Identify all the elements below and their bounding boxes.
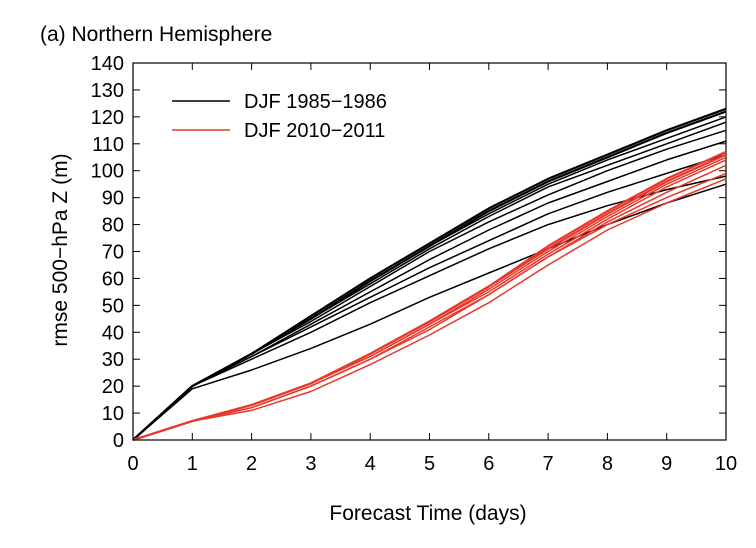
y-tick-label: 30 bbox=[102, 349, 124, 371]
x-tick-label: 3 bbox=[305, 453, 316, 475]
series-line-1985-1986-3 bbox=[132, 116, 727, 441]
series-line-2010-2011-1 bbox=[132, 150, 727, 442]
series-line-2010-2011-7 bbox=[132, 178, 727, 441]
y-tick-label: 20 bbox=[102, 376, 124, 398]
series-line-1985-1986-5 bbox=[132, 129, 727, 441]
y-tick-label: 10 bbox=[102, 403, 124, 425]
plot-area: 0 1 2 3 4 5 6 7 8 9 10 0 10 20 30 40 50 60 70 80 90 100 110 12… bbox=[91, 53, 738, 475]
y-tick-label: 40 bbox=[102, 322, 124, 344]
legend-label-2010-2011: DJF 2010−2011 bbox=[244, 120, 385, 142]
x-tick-label: 8 bbox=[602, 453, 613, 475]
y-tick-label: 90 bbox=[102, 188, 124, 210]
series-line-2010-2011-4 bbox=[132, 159, 727, 441]
x-tick-label: 9 bbox=[661, 453, 672, 475]
series-line-1985-1986-1 bbox=[132, 107, 727, 441]
y-tick-label: 130 bbox=[91, 80, 124, 102]
y-tick-label: 50 bbox=[102, 295, 124, 317]
x-axis: 0 1 2 3 4 5 6 7 8 9 10 bbox=[127, 63, 737, 475]
y-tick-label: 80 bbox=[102, 215, 124, 237]
series-line-2010-2011-6 bbox=[132, 172, 727, 441]
y-tick-label: 60 bbox=[102, 268, 124, 290]
y-tick-label: 100 bbox=[91, 161, 124, 183]
series-line-1985-1986-6 bbox=[132, 140, 727, 441]
y-tick-label: 70 bbox=[102, 242, 124, 264]
x-axis-title: Forecast Time (days) bbox=[329, 502, 526, 525]
y-tick-label: 0 bbox=[113, 430, 124, 452]
y-axis: 0 10 20 30 40 50 60 70 80 90 100 110 120 130 140 bbox=[91, 53, 726, 452]
x-tick-label: 5 bbox=[424, 453, 435, 475]
x-tick-label: 0 bbox=[127, 453, 138, 475]
x-tick-label: 7 bbox=[543, 453, 554, 475]
x-tick-label: 1 bbox=[187, 453, 198, 475]
chart-title: (a) Northern Hemisphere bbox=[40, 23, 272, 46]
series-line-1985-1986-9 bbox=[132, 183, 727, 441]
y-axis-title: rmse 500−hPa Z (m) bbox=[49, 153, 72, 346]
y-tick-label: 120 bbox=[91, 107, 124, 129]
legend: DJF 1985−1986 DJF 2010−2011 bbox=[172, 91, 387, 142]
y-tick-label: 110 bbox=[92, 134, 124, 156]
series-line-2010-2011-5 bbox=[132, 164, 727, 441]
x-tick-label: 2 bbox=[246, 453, 257, 475]
x-tick-label: 10 bbox=[715, 453, 737, 475]
series-line-2010-2011-3 bbox=[132, 156, 727, 441]
series-line-1985-1986-7 bbox=[132, 153, 727, 441]
series-layer bbox=[132, 107, 727, 442]
x-tick-label: 6 bbox=[483, 453, 494, 475]
series-line-1985-1986-4 bbox=[132, 121, 727, 441]
legend-label-1985-1986: DJF 1985−1986 bbox=[244, 91, 387, 113]
y-tick-label: 140 bbox=[91, 53, 124, 75]
x-tick-label: 4 bbox=[365, 453, 376, 475]
